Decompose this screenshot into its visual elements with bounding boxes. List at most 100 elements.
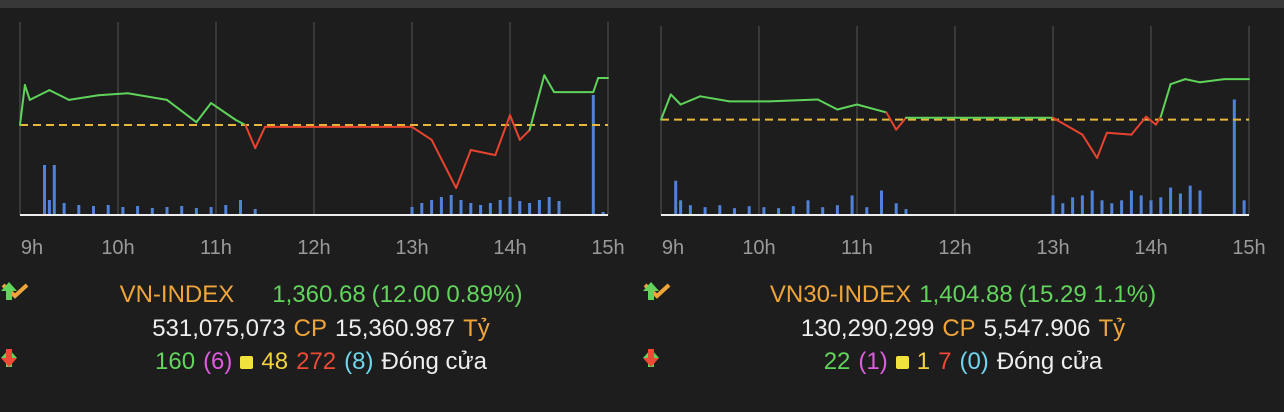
volume-bar bbox=[62, 203, 66, 215]
price-segment bbox=[195, 102, 213, 124]
price-segment bbox=[856, 103, 888, 114]
volume-bar bbox=[410, 207, 414, 215]
price-segment bbox=[669, 93, 682, 106]
top-bar bbox=[0, 0, 1284, 8]
x-tick-label: 9h bbox=[662, 237, 684, 259]
unchanged: 1 bbox=[916, 348, 931, 375]
price-segment bbox=[699, 95, 731, 103]
volume-bar bbox=[1080, 195, 1084, 215]
volume-bar bbox=[1169, 187, 1173, 215]
volume-bar bbox=[1242, 200, 1246, 215]
volume-bar bbox=[733, 208, 736, 215]
floor: (0) bbox=[959, 348, 989, 375]
price-segment bbox=[528, 74, 546, 132]
volume-bar bbox=[430, 200, 434, 215]
volume: 531,075,073 bbox=[152, 315, 286, 342]
volume-bar bbox=[718, 205, 722, 215]
volume-bar bbox=[880, 190, 883, 215]
x-tick-label: 10h bbox=[101, 237, 134, 259]
price-segment bbox=[1052, 116, 1084, 136]
volume-bar bbox=[459, 200, 463, 215]
volume-bar bbox=[1188, 185, 1192, 215]
turnover: 5,547.906 bbox=[983, 315, 1091, 342]
volume-bar bbox=[488, 203, 492, 215]
volume-bar bbox=[850, 195, 854, 215]
volume-bar bbox=[674, 180, 678, 215]
volume-bar bbox=[106, 205, 110, 215]
up-arrow bbox=[1, 282, 17, 300]
arrow-shape bbox=[1, 282, 17, 300]
volume-bar bbox=[77, 205, 81, 215]
arrow-shape bbox=[643, 282, 659, 300]
volume-bar bbox=[747, 206, 751, 215]
price-segment bbox=[518, 129, 531, 141]
price-segment bbox=[411, 125, 433, 141]
summary-row: VN30-INDEX 1,404.88 (15.29 1.1%) bbox=[642, 281, 1284, 309]
volume-bar bbox=[894, 203, 898, 215]
volume-bar bbox=[703, 207, 707, 215]
volume-bar bbox=[449, 195, 453, 215]
price-segment bbox=[1169, 78, 1187, 86]
volume-bar bbox=[52, 165, 56, 215]
price-segment bbox=[244, 123, 257, 150]
advances: 22 bbox=[823, 348, 851, 375]
volume-unit: CP bbox=[293, 315, 327, 342]
price-segment bbox=[1081, 133, 1099, 159]
volume-bar bbox=[1120, 200, 1124, 215]
volume-bar bbox=[1149, 200, 1153, 215]
price-segment bbox=[68, 94, 100, 101]
price-segment bbox=[97, 92, 129, 97]
volume-bar bbox=[537, 200, 541, 215]
volume-unit: CP bbox=[942, 315, 976, 342]
volume-bar bbox=[1129, 190, 1133, 215]
breadth-row: 160 (6) 48 272 (8) Đóng cửa bbox=[0, 348, 642, 376]
volume-bar bbox=[1090, 190, 1094, 215]
volume-bar bbox=[777, 208, 781, 215]
chart: 9h 10h 11h 12h 13h 14h 15h bbox=[19, 22, 625, 259]
price-segment bbox=[48, 89, 70, 101]
chart: 9h 10h 11h 12h 13h 14h 15h bbox=[660, 26, 1266, 259]
x-tick-label: 14h bbox=[1134, 237, 1167, 259]
price-segment bbox=[494, 114, 511, 157]
ceiling: (1) bbox=[858, 348, 888, 375]
price-segment bbox=[679, 95, 702, 106]
declines: 272 bbox=[296, 348, 337, 375]
volume-bar bbox=[557, 201, 561, 215]
turnover: 15,360.987 bbox=[335, 315, 456, 342]
volume-bar bbox=[835, 205, 839, 215]
arrow-shape bbox=[1, 349, 17, 367]
price-segment bbox=[1105, 131, 1133, 136]
summary-row: VN-INDEX 1,360.68 (12.00 0.89%) bbox=[0, 281, 642, 309]
x-tick-label: 14h bbox=[493, 237, 526, 259]
volume-bar bbox=[688, 205, 692, 215]
x-tick-label: 9h bbox=[21, 237, 43, 259]
volume-bar bbox=[679, 200, 683, 215]
volume-bar bbox=[904, 209, 908, 215]
turnover-unit: Tỷ bbox=[463, 315, 490, 342]
breadth-row: 22 (1) 1 7 (0) Đóng cửa bbox=[642, 348, 1284, 376]
price-segment bbox=[23, 84, 31, 101]
price-segment bbox=[767, 98, 819, 103]
x-tick-label: 11h bbox=[841, 237, 873, 259]
index-change: (12.00 0.89%) bbox=[371, 281, 523, 308]
volume-bar bbox=[498, 200, 502, 215]
declines: 7 bbox=[938, 348, 952, 375]
x-tick-label: 12h bbox=[297, 237, 330, 259]
unchanged-icon bbox=[240, 355, 254, 369]
volume-bar bbox=[420, 203, 424, 215]
price-segment bbox=[1130, 115, 1148, 136]
price-segment bbox=[455, 149, 472, 189]
volume-bar bbox=[47, 200, 51, 215]
x-tick-label: 10h bbox=[742, 237, 775, 259]
price-segment bbox=[210, 102, 237, 121]
price-segment bbox=[660, 93, 672, 121]
price-segment bbox=[126, 92, 168, 101]
volume-bar bbox=[791, 206, 795, 215]
price-segment bbox=[509, 114, 521, 141]
down-arrow bbox=[643, 349, 659, 367]
volume-bar bbox=[1071, 197, 1075, 215]
price-segment bbox=[816, 98, 839, 111]
x-tick-label: 13h bbox=[395, 237, 428, 259]
price-segment bbox=[895, 116, 907, 131]
